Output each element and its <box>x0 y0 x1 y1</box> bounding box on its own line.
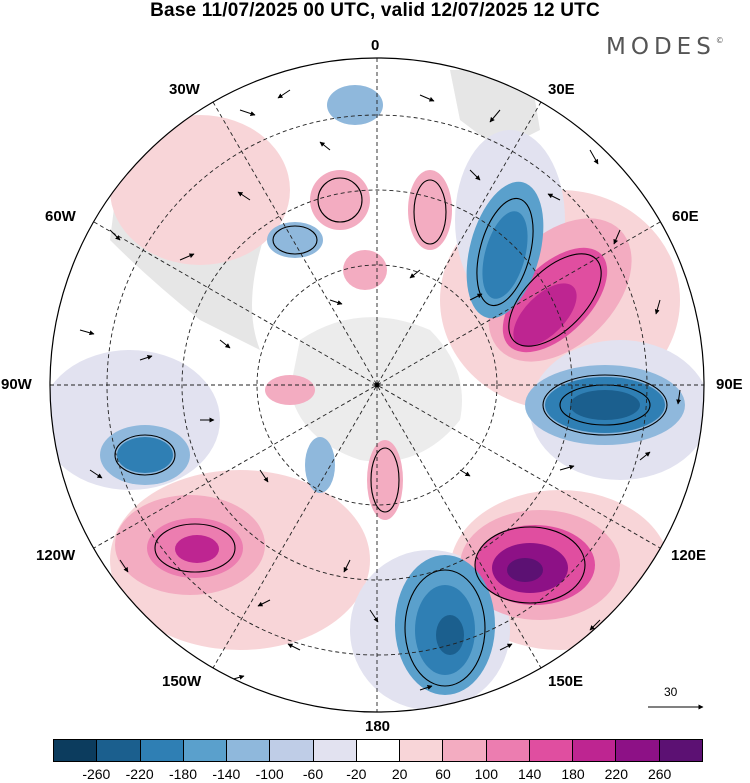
colorbar-swatch <box>616 740 660 761</box>
map-border <box>49 57 705 713</box>
colorbar-tick: 180 <box>561 766 585 782</box>
pole-marker <box>374 382 380 388</box>
label-lon-150e: 150E <box>548 673 584 690</box>
label-lon-60e: 60E <box>672 208 699 225</box>
graticule <box>50 58 704 712</box>
label-lon-60w: 60W <box>45 208 76 225</box>
colorbar-tick: -60 <box>302 766 324 782</box>
contours <box>114 177 668 687</box>
anomaly-neg <box>267 222 323 258</box>
anomaly-neg <box>117 437 173 473</box>
colorbar-swatch <box>97 740 141 761</box>
colorbar-tick: -140 <box>212 766 241 782</box>
anomaly-pos <box>507 558 543 582</box>
colorbar-tick: 220 <box>604 766 629 782</box>
anomaly-pos <box>175 535 219 563</box>
colorbar-swatch <box>573 740 617 761</box>
anomaly-pos <box>343 250 387 290</box>
brand-name: MODES <box>606 34 716 60</box>
label-lon-30w: 30W <box>169 81 200 98</box>
colorbar-tick: 100 <box>474 766 499 782</box>
colorbar-swatch <box>227 740 271 761</box>
colorbar-tick: 60 <box>435 766 451 782</box>
label-lon-180: 180 <box>365 718 391 735</box>
colorbar-swatch <box>54 740 98 761</box>
anomaly-pos <box>110 115 290 265</box>
colorbar-tick: 20 <box>391 766 408 782</box>
anomaly-pos <box>265 375 315 405</box>
colorbar-tick: 140 <box>517 766 542 782</box>
anomaly-field <box>50 58 704 712</box>
wind-vectors <box>79 89 682 691</box>
anomaly-neg <box>570 390 640 420</box>
colorbar <box>53 739 703 762</box>
brand-mark: © <box>715 36 724 45</box>
colorbar-swatch <box>356 740 401 761</box>
label-lon-120e: 120E <box>671 547 707 564</box>
reference-vector-label: 30 <box>664 685 678 699</box>
anomaly-pos <box>408 170 452 250</box>
antarctica-land <box>290 317 462 462</box>
anomaly-neg <box>327 85 383 125</box>
anomaly-neg <box>436 615 464 655</box>
colorbar-tick: -180 <box>168 766 198 782</box>
colorbar-swatch <box>443 740 487 761</box>
label-lon-150w: 150W <box>162 673 202 690</box>
anomaly-pos <box>367 440 403 520</box>
colorbar-swatch <box>140 740 184 761</box>
colorbar-swatch <box>400 740 444 761</box>
colorbar-tick: -100 <box>255 766 284 782</box>
colorbar-swatch <box>183 740 228 761</box>
colorbar-swatch <box>659 740 702 761</box>
label-lon-30e: 30E <box>548 81 575 98</box>
colorbar-tick: -220 <box>125 766 154 782</box>
label-lon-90e: 90E <box>716 376 743 393</box>
brand-logo: MODES© <box>606 34 724 60</box>
map-title: Base 11/07/2025 00 UTC, valid 12/07/2025… <box>150 0 600 21</box>
anomaly-neg <box>305 437 335 493</box>
colorbar-tick: -20 <box>346 766 367 782</box>
label-lon-0: 0 <box>371 37 380 54</box>
anomaly-pos <box>513 283 577 347</box>
colorbar-tick: -260 <box>82 766 111 782</box>
colorbar-tick: 260 <box>647 766 672 782</box>
colorbar-swatch <box>270 740 314 761</box>
label-lon-120w: 120W <box>36 547 76 564</box>
anomaly-pos <box>310 170 370 230</box>
anomaly-neg <box>482 211 528 299</box>
colorbar-swatch <box>486 740 530 761</box>
colorbar-swatch <box>313 740 357 761</box>
colorbar-swatch <box>529 740 574 761</box>
label-lon-90w: 90W <box>1 376 32 393</box>
